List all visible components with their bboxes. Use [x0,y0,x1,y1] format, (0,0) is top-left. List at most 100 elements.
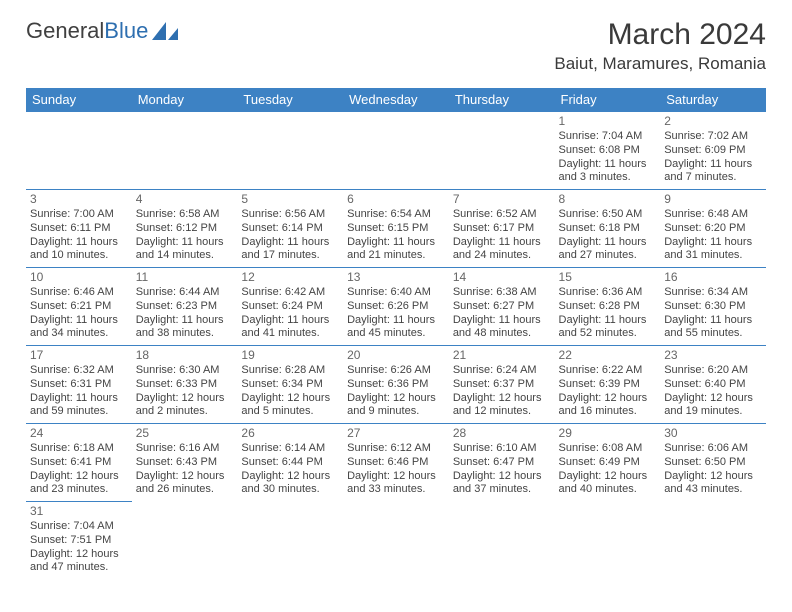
calendar-row: 10Sunrise: 6:46 AMSunset: 6:21 PMDayligh… [26,268,766,346]
day-number: 1 [559,114,657,129]
page-title: March 2024 [554,18,766,52]
calendar-table: Sunday Monday Tuesday Wednesday Thursday… [26,88,766,580]
day-number: 22 [559,348,657,363]
daylight-text: Daylight: 12 hours and 5 minutes. [241,392,339,420]
daylight-text: Daylight: 11 hours and 38 minutes. [136,314,234,342]
col-saturday: Saturday [660,88,766,112]
daylight-text: Daylight: 11 hours and 45 minutes. [347,314,445,342]
calendar-cell: 28Sunrise: 6:10 AMSunset: 6:47 PMDayligh… [449,424,555,502]
calendar-cell: 6Sunrise: 6:54 AMSunset: 6:15 PMDaylight… [343,190,449,268]
header: GeneralBlue March 2024 Baiut, Maramures,… [0,0,792,82]
daylight-text: Daylight: 11 hours and 10 minutes. [30,236,128,264]
daylight-text: Daylight: 12 hours and 16 minutes. [559,392,657,420]
sunrise-text: Sunrise: 7:04 AM [30,520,128,534]
sunrise-text: Sunrise: 6:42 AM [241,286,339,300]
calendar-row: 24Sunrise: 6:18 AMSunset: 6:41 PMDayligh… [26,424,766,502]
sunrise-text: Sunrise: 6:58 AM [136,208,234,222]
daylight-text: Daylight: 12 hours and 30 minutes. [241,470,339,498]
day-number: 24 [30,426,128,441]
daylight-text: Daylight: 11 hours and 24 minutes. [453,236,551,264]
col-monday: Monday [132,88,238,112]
sunrise-text: Sunrise: 6:40 AM [347,286,445,300]
calendar-cell [237,112,343,190]
sunrise-text: Sunrise: 6:30 AM [136,364,234,378]
day-number: 31 [30,504,128,519]
sunrise-text: Sunrise: 6:54 AM [347,208,445,222]
calendar-cell: 22Sunrise: 6:22 AMSunset: 6:39 PMDayligh… [555,346,661,424]
col-tuesday: Tuesday [237,88,343,112]
calendar-cell: 25Sunrise: 6:16 AMSunset: 6:43 PMDayligh… [132,424,238,502]
sunrise-text: Sunrise: 6:44 AM [136,286,234,300]
daylight-text: Daylight: 12 hours and 43 minutes. [664,470,762,498]
calendar-cell [449,112,555,190]
day-number: 8 [559,192,657,207]
sunset-text: Sunset: 6:43 PM [136,456,234,470]
calendar-cell: 14Sunrise: 6:38 AMSunset: 6:27 PMDayligh… [449,268,555,346]
sunrise-text: Sunrise: 6:12 AM [347,442,445,456]
day-number: 28 [453,426,551,441]
sunrise-text: Sunrise: 6:48 AM [664,208,762,222]
sunrise-text: Sunrise: 6:34 AM [664,286,762,300]
sunset-text: Sunset: 6:37 PM [453,378,551,392]
daylight-text: Daylight: 12 hours and 19 minutes. [664,392,762,420]
daylight-text: Daylight: 11 hours and 59 minutes. [30,392,128,420]
calendar-cell: 17Sunrise: 6:32 AMSunset: 6:31 PMDayligh… [26,346,132,424]
calendar-cell: 3Sunrise: 7:00 AMSunset: 6:11 PMDaylight… [26,190,132,268]
day-number: 29 [559,426,657,441]
calendar-cell: 10Sunrise: 6:46 AMSunset: 6:21 PMDayligh… [26,268,132,346]
sunrise-text: Sunrise: 6:36 AM [559,286,657,300]
sunrise-text: Sunrise: 6:10 AM [453,442,551,456]
day-number: 19 [241,348,339,363]
daylight-text: Daylight: 11 hours and 52 minutes. [559,314,657,342]
logo-text-blue: Blue [104,18,148,44]
daylight-text: Daylight: 12 hours and 23 minutes. [30,470,128,498]
day-number: 5 [241,192,339,207]
day-number: 4 [136,192,234,207]
calendar-cell: 26Sunrise: 6:14 AMSunset: 6:44 PMDayligh… [237,424,343,502]
sunset-text: Sunset: 6:44 PM [241,456,339,470]
sunset-text: Sunset: 6:17 PM [453,222,551,236]
col-wednesday: Wednesday [343,88,449,112]
sunrise-text: Sunrise: 6:32 AM [30,364,128,378]
day-number: 23 [664,348,762,363]
daylight-text: Daylight: 11 hours and 41 minutes. [241,314,339,342]
calendar-cell: 11Sunrise: 6:44 AMSunset: 6:23 PMDayligh… [132,268,238,346]
calendar-row: 31Sunrise: 7:04 AMSunset: 7:51 PMDayligh… [26,502,766,580]
calendar-cell: 9Sunrise: 6:48 AMSunset: 6:20 PMDaylight… [660,190,766,268]
day-number: 30 [664,426,762,441]
day-number: 16 [664,270,762,285]
sunrise-text: Sunrise: 7:02 AM [664,130,762,144]
sunset-text: Sunset: 6:15 PM [347,222,445,236]
day-number: 20 [347,348,445,363]
sunset-text: Sunset: 6:31 PM [30,378,128,392]
calendar-cell [132,112,238,190]
calendar-cell: 31Sunrise: 7:04 AMSunset: 7:51 PMDayligh… [26,502,132,580]
sunrise-text: Sunrise: 6:56 AM [241,208,339,222]
title-block: March 2024 Baiut, Maramures, Romania [554,18,766,74]
sunset-text: Sunset: 6:12 PM [136,222,234,236]
daylight-text: Daylight: 11 hours and 34 minutes. [30,314,128,342]
col-friday: Friday [555,88,661,112]
sunset-text: Sunset: 6:47 PM [453,456,551,470]
daylight-text: Daylight: 12 hours and 40 minutes. [559,470,657,498]
daylight-text: Daylight: 11 hours and 55 minutes. [664,314,762,342]
day-number: 13 [347,270,445,285]
calendar-cell [237,502,343,580]
calendar-cell: 13Sunrise: 6:40 AMSunset: 6:26 PMDayligh… [343,268,449,346]
sunset-text: Sunset: 6:14 PM [241,222,339,236]
calendar-cell [343,112,449,190]
calendar-cell [555,502,661,580]
sunset-text: Sunset: 7:51 PM [30,534,128,548]
sunrise-text: Sunrise: 7:04 AM [559,130,657,144]
sunset-text: Sunset: 6:50 PM [664,456,762,470]
sunrise-text: Sunrise: 6:28 AM [241,364,339,378]
calendar-cell [660,502,766,580]
calendar-cell: 19Sunrise: 6:28 AMSunset: 6:34 PMDayligh… [237,346,343,424]
day-number: 15 [559,270,657,285]
daylight-text: Daylight: 11 hours and 21 minutes. [347,236,445,264]
sunset-text: Sunset: 6:49 PM [559,456,657,470]
location-subtitle: Baiut, Maramures, Romania [554,54,766,74]
day-number: 11 [136,270,234,285]
calendar-cell: 7Sunrise: 6:52 AMSunset: 6:17 PMDaylight… [449,190,555,268]
sunrise-text: Sunrise: 6:22 AM [559,364,657,378]
